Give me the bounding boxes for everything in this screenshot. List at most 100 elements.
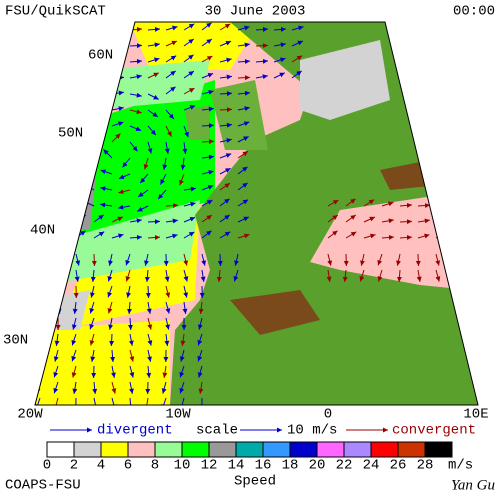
wind-arrow bbox=[93, 130, 99, 143]
wind-arrow bbox=[147, 109, 159, 118]
colorbar-tick: 18 bbox=[282, 458, 299, 474]
wind-arrow bbox=[147, 57, 160, 63]
wind-arrow bbox=[327, 230, 338, 239]
wind-arrow bbox=[165, 109, 175, 120]
wind-arrow bbox=[417, 203, 431, 208]
colorbar-swatch bbox=[100, 441, 129, 458]
wind-arrow bbox=[183, 231, 195, 239]
wind-arrow bbox=[39, 137, 52, 143]
wind-arrow bbox=[165, 55, 177, 63]
wind-arrow bbox=[127, 317, 133, 331]
wind-arrow bbox=[255, 58, 268, 64]
wind-arrow bbox=[57, 269, 63, 282]
wind-arrow bbox=[93, 214, 104, 223]
wind-arrow bbox=[399, 234, 413, 240]
wind-arrow bbox=[219, 40, 232, 47]
wind-arrow bbox=[75, 55, 87, 63]
colorbar-swatch bbox=[46, 441, 75, 458]
colorbar-swatch bbox=[343, 441, 372, 458]
wind-arrow bbox=[90, 349, 96, 362]
lon-label: 0 bbox=[324, 407, 332, 423]
wind-arrow bbox=[74, 269, 80, 282]
wind-arrow bbox=[67, 180, 77, 191]
wind-arrow bbox=[39, 70, 50, 79]
colorbar-swatch bbox=[127, 441, 156, 458]
wind-arrow bbox=[183, 105, 196, 111]
wind-arrow bbox=[39, 187, 53, 193]
wind-arrow bbox=[237, 42, 250, 48]
wind-arrow bbox=[237, 150, 249, 159]
colorbar-tick: 24 bbox=[363, 458, 380, 474]
wind-arrow bbox=[234, 253, 239, 266]
colorbar-tick: 16 bbox=[255, 458, 272, 474]
wind-arrow bbox=[183, 125, 189, 138]
wind-arrow bbox=[219, 122, 232, 128]
colorbar-tick: 8 bbox=[151, 458, 159, 474]
wind-arrow bbox=[69, 163, 77, 175]
wind-arrow bbox=[111, 75, 125, 81]
colorbar-tick: 12 bbox=[201, 458, 218, 474]
wind-arrow bbox=[36, 365, 42, 378]
wind-arrow bbox=[90, 269, 96, 282]
wind-arrow bbox=[399, 202, 412, 208]
wind-arrow bbox=[109, 333, 115, 347]
wind-arrow bbox=[161, 381, 167, 394]
wind-arrow bbox=[164, 333, 170, 346]
wind-arrow bbox=[415, 253, 421, 267]
wind-arrow bbox=[165, 203, 179, 209]
wind-arrow bbox=[165, 301, 171, 314]
wind-arrow bbox=[111, 381, 117, 394]
colorbar-tick: 6 bbox=[124, 458, 132, 474]
wind-arrow bbox=[326, 269, 332, 282]
wind-arrow bbox=[201, 72, 214, 79]
wind-arrow bbox=[157, 189, 167, 200]
wind-arrow bbox=[255, 74, 268, 80]
wind-arrow bbox=[85, 164, 95, 175]
wind-arrow bbox=[111, 25, 124, 31]
wind-arrow bbox=[53, 397, 59, 405]
wind-arrow bbox=[381, 218, 394, 224]
wind-arrow bbox=[327, 253, 333, 266]
wind-arrow bbox=[197, 333, 203, 346]
wind-arrow bbox=[161, 397, 167, 405]
wind-arrow bbox=[111, 216, 124, 223]
wind-arrow bbox=[219, 198, 230, 207]
wind-arrow bbox=[291, 70, 302, 79]
wind-arrow bbox=[273, 42, 286, 48]
mountains bbox=[230, 290, 320, 335]
wind-arrow bbox=[360, 253, 365, 266]
footer-left: COAPS-FSU bbox=[5, 478, 81, 494]
wind-arrow bbox=[435, 253, 441, 266]
wind-arrow bbox=[183, 38, 195, 47]
wind-arrow bbox=[57, 23, 69, 31]
wind-arrow bbox=[237, 121, 250, 127]
wind-arrow bbox=[39, 119, 51, 127]
wind-arrow bbox=[183, 201, 196, 207]
wind-arrow bbox=[91, 253, 97, 267]
wind-arrow bbox=[197, 349, 203, 362]
wind-arrow bbox=[111, 397, 117, 405]
wind-arrow bbox=[453, 214, 465, 223]
wind-arrow bbox=[137, 189, 149, 198]
wind-arrow bbox=[126, 285, 132, 298]
colorbar-swatch bbox=[316, 441, 345, 458]
wind-arrow bbox=[110, 349, 116, 362]
wind-arrow bbox=[219, 214, 231, 223]
ocean-patch bbox=[35, 320, 170, 405]
wind-arrow bbox=[107, 269, 113, 282]
land bbox=[210, 80, 268, 150]
wind-arrow bbox=[233, 269, 239, 282]
wind-arrow bbox=[435, 269, 441, 282]
wind-arrow bbox=[108, 317, 114, 330]
wind-arrow bbox=[345, 198, 356, 207]
wind-arrow bbox=[377, 253, 383, 266]
wind-arrow bbox=[201, 199, 213, 207]
wind-arrow bbox=[182, 141, 188, 154]
colorbar-swatch bbox=[289, 441, 318, 458]
wind-arrow bbox=[201, 185, 214, 191]
wind-arrow bbox=[201, 214, 213, 223]
wind-arrow bbox=[57, 38, 69, 47]
colorbar-swatch bbox=[262, 441, 291, 458]
wind-arrow bbox=[359, 269, 365, 282]
wind-arrow bbox=[53, 349, 59, 362]
